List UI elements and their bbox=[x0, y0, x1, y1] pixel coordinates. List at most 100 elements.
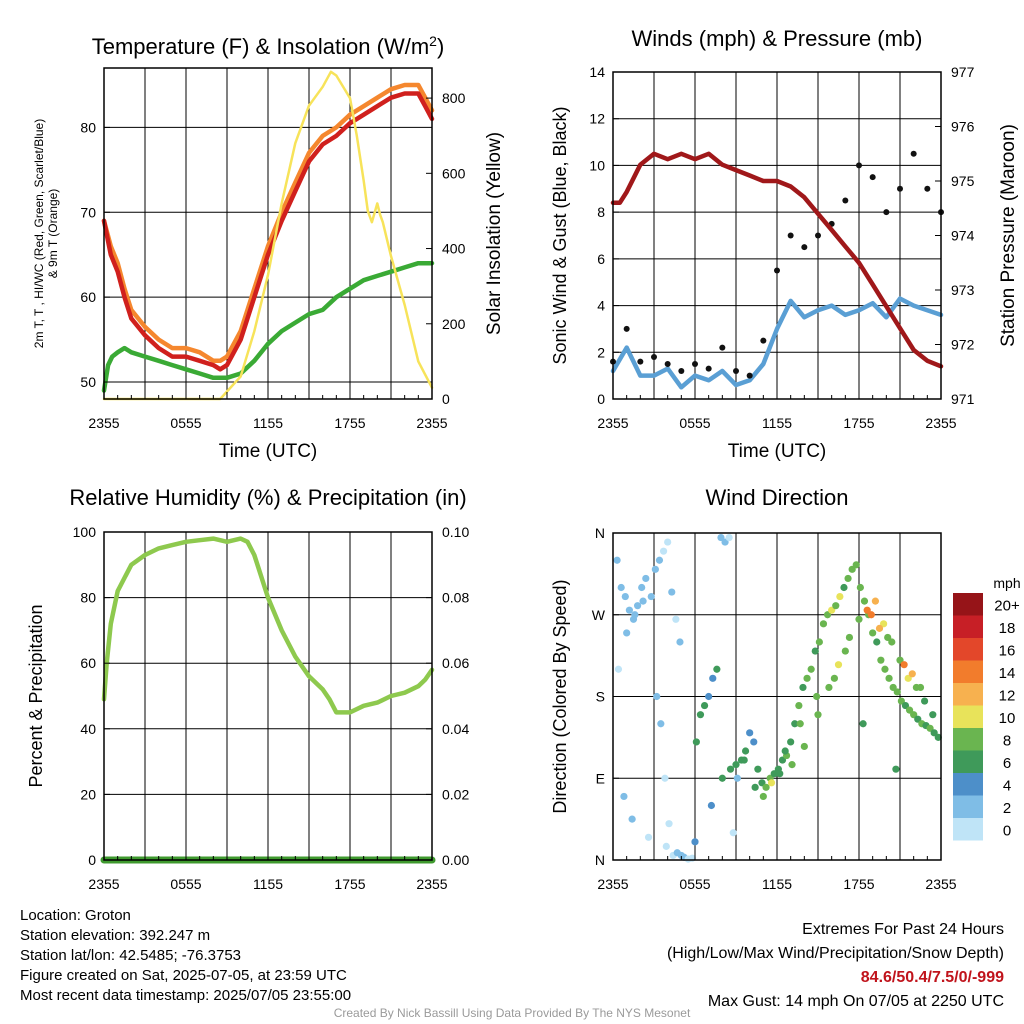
y2-tick-label: 0 bbox=[442, 391, 450, 407]
scatter-point bbox=[705, 692, 713, 701]
y-axis-label-line1: 2m T, T , HI/WC (Red, Green, Scarlet/Blu… bbox=[32, 119, 46, 348]
scatter-point bbox=[759, 792, 767, 801]
station-info: Location: Groton Station elevation: 392.… bbox=[20, 906, 351, 1006]
scatter-point bbox=[732, 761, 740, 769]
y-tick-label: 60 bbox=[80, 289, 96, 305]
scatter-point bbox=[869, 629, 877, 637]
scatter-point bbox=[651, 565, 659, 573]
chart-rh: 2355 0555 1155 1755 2355 0 20 40 60 80 100 0.00 0.02… bbox=[26, 485, 469, 892]
scatter-point bbox=[934, 733, 942, 741]
scatter-point bbox=[892, 765, 900, 773]
colorbar-level-label: 10 bbox=[999, 710, 1016, 727]
extremes-subtitle: (High/Low/Max Wind/Precipitation/Snow De… bbox=[666, 945, 1004, 962]
scatter-point bbox=[867, 611, 875, 619]
y-tick-label: 80 bbox=[80, 119, 96, 135]
y-axis-label: Direction (Colored By Speed) bbox=[550, 579, 570, 813]
y-tick-label: 4 bbox=[597, 298, 605, 314]
gust-point bbox=[678, 367, 685, 374]
x-tick-label: 2355 bbox=[925, 415, 956, 431]
x-tick-label: 1755 bbox=[843, 876, 874, 892]
chart-dir: 2355 0555 1155 1755 2355 N E S W N Wind Direction D… bbox=[550, 485, 1021, 892]
scatter-point bbox=[885, 674, 893, 682]
scatter-point bbox=[767, 779, 776, 787]
gust-point bbox=[815, 232, 821, 239]
scatter-point bbox=[814, 711, 822, 719]
colorbar-level-label: 2 bbox=[1003, 800, 1011, 817]
y-tick-label: 50 bbox=[80, 374, 96, 390]
scatter-point bbox=[713, 665, 721, 673]
series-line-0 bbox=[101, 536, 435, 715]
y2-tick-label: 0.02 bbox=[442, 786, 469, 802]
x-tick-label: 2355 bbox=[597, 415, 628, 431]
colorbar-level-label: 4 bbox=[1003, 777, 1011, 794]
gust-point bbox=[664, 360, 671, 367]
scatter-point bbox=[830, 674, 839, 682]
y2-axis-label: Station Pressure (Maroon) bbox=[998, 124, 1019, 347]
extremes-title: Extremes For Past 24 Hours bbox=[802, 921, 1004, 938]
x-tick-label: 2355 bbox=[88, 415, 119, 431]
scatter-point bbox=[677, 851, 685, 860]
scatter-point bbox=[733, 774, 741, 782]
x-tick-label: 1755 bbox=[334, 876, 365, 892]
series-line-2 bbox=[610, 151, 944, 369]
y2-tick-label: 976 bbox=[951, 119, 975, 135]
colorbar-level-label: 12 bbox=[999, 687, 1016, 704]
scatter-point bbox=[661, 774, 669, 782]
scatter-point bbox=[647, 592, 655, 601]
y-tick-label: 60 bbox=[80, 655, 96, 671]
scatter-point bbox=[631, 611, 639, 619]
gust-point bbox=[692, 360, 698, 367]
y2-tick-label: 977 bbox=[951, 64, 975, 80]
x-tick-label: 0555 bbox=[679, 415, 710, 431]
extremes-panel: Extremes For Past 24 Hours (High/Low/Max… bbox=[667, 918, 1004, 1014]
gust-point bbox=[856, 162, 862, 169]
colorbar-swatch bbox=[953, 750, 983, 773]
station-latlon: Station lat/lon: 42.5485; -76.3753 bbox=[20, 947, 242, 964]
chart-temp: 2355 0555 1155 1755 235550607080020040060080… bbox=[32, 33, 505, 462]
colorbar-swatch bbox=[953, 795, 983, 818]
scatter-point bbox=[811, 647, 819, 655]
scatter-point bbox=[900, 661, 908, 669]
y-tick-label: S bbox=[596, 689, 605, 705]
colorbar-level-label: 8 bbox=[1003, 732, 1011, 749]
y-tick-label: 14 bbox=[589, 64, 605, 80]
scatter-point bbox=[741, 747, 750, 755]
scatter-point bbox=[921, 697, 929, 705]
x-tick-label: 2355 bbox=[416, 415, 447, 431]
scatter-point bbox=[859, 720, 867, 728]
scatter-point bbox=[625, 606, 634, 614]
scatter-point bbox=[800, 742, 808, 751]
series-line-1 bbox=[101, 91, 435, 372]
gust-point bbox=[924, 185, 931, 192]
x-tick-label: 0555 bbox=[170, 876, 201, 892]
scatter-point bbox=[696, 711, 705, 719]
scatter-point bbox=[709, 674, 717, 682]
scatter-point bbox=[614, 665, 623, 673]
colorbar-level-label: 14 bbox=[999, 665, 1016, 682]
scatter-point bbox=[893, 688, 901, 696]
scatter-point bbox=[813, 692, 821, 701]
scatter-point bbox=[754, 765, 762, 773]
scatter-point bbox=[668, 588, 676, 596]
station-elevation: Station elevation: 392.247 m bbox=[20, 927, 211, 944]
scatter-point bbox=[662, 842, 670, 850]
scatter-point bbox=[791, 720, 799, 728]
scatter-point bbox=[844, 574, 852, 583]
colorbar-label: mph bbox=[993, 575, 1020, 591]
y2-tick-label: 200 bbox=[442, 316, 466, 332]
colorbar-level-label: 20+ bbox=[994, 597, 1020, 614]
y-tick-label: 12 bbox=[589, 111, 605, 127]
scatter-point bbox=[787, 738, 795, 746]
scatter-point bbox=[819, 620, 828, 628]
scatter-point bbox=[620, 792, 628, 801]
x-tick-label: 1755 bbox=[843, 415, 874, 431]
scatter-point bbox=[628, 815, 636, 823]
scatter-point bbox=[751, 783, 759, 791]
colorbar-level-label: 0 bbox=[1003, 822, 1011, 839]
scatter-point bbox=[845, 633, 854, 642]
scatter-point bbox=[836, 592, 844, 601]
gust-point bbox=[869, 174, 876, 181]
gust-point bbox=[897, 185, 903, 192]
y-tick-label: N bbox=[595, 525, 605, 541]
y2-tick-label: 600 bbox=[442, 165, 466, 181]
